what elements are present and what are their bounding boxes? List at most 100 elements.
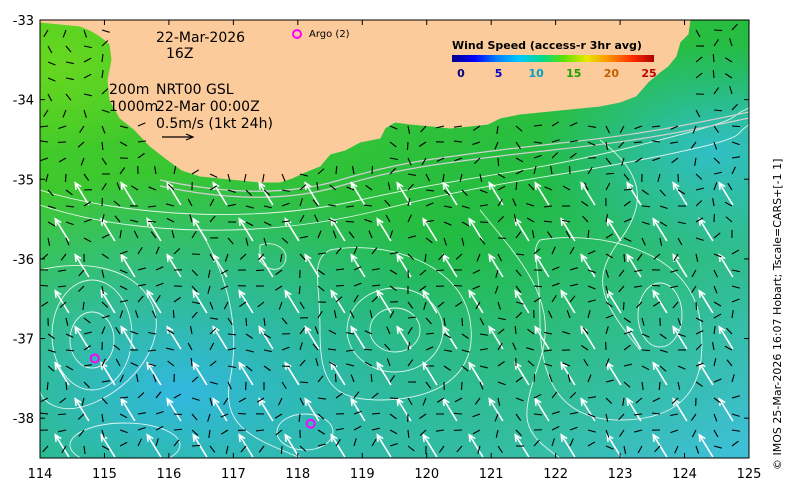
wind-arrow (304, 326, 320, 350)
current-arrow (455, 301, 463, 307)
current-arrow (101, 141, 104, 151)
current-arrow (152, 374, 157, 383)
current-arrow (544, 186, 553, 191)
wind-arrow-head (192, 433, 200, 442)
current-arrow (671, 157, 679, 164)
current-arrow (335, 165, 338, 175)
current-arrow (349, 310, 355, 319)
current-arrow (513, 214, 517, 223)
current-arrow (533, 154, 542, 159)
wind-arrow-head (698, 217, 706, 226)
current-arrow (695, 173, 703, 180)
current-arrow (65, 93, 72, 101)
current-arrow (299, 381, 309, 384)
current-arrow (43, 29, 49, 38)
wind-arrow-head (258, 181, 266, 190)
current-arrow (562, 331, 571, 335)
current-arrow (314, 326, 319, 335)
current-arrow (65, 205, 75, 208)
current-arrow (443, 349, 452, 352)
current-arrow (605, 445, 614, 450)
current-arrow (62, 29, 67, 38)
wind-arrow (74, 254, 90, 278)
wind-arrow (376, 434, 392, 458)
wind-arrow (146, 218, 162, 242)
current-arrow (353, 410, 362, 415)
current-arrow (130, 185, 139, 191)
current-arrow (472, 141, 481, 146)
current-arrow (299, 445, 307, 452)
current-arrow (420, 125, 427, 133)
current-arrow (298, 285, 301, 295)
current-arrow (47, 349, 56, 353)
current-arrow (41, 253, 49, 260)
current-arrow (42, 445, 49, 453)
wind-arrow-head (468, 433, 476, 442)
wind-arrow (192, 362, 208, 386)
current-arrow (497, 397, 501, 406)
current-arrow (40, 157, 49, 162)
wind-arrow (100, 362, 116, 386)
current-arrow (461, 221, 470, 227)
current-arrow (406, 141, 409, 151)
current-arrow (386, 358, 391, 367)
current-arrow (695, 301, 698, 311)
wind-arrow-head (672, 325, 680, 334)
current-arrow (713, 445, 722, 449)
wind-arrow-head (534, 253, 542, 262)
current-arrow (712, 198, 715, 207)
current-arrow (227, 365, 236, 369)
current-arrow (346, 205, 355, 208)
current-arrow (101, 315, 110, 319)
wind-arrow (74, 182, 90, 206)
current-arrow (83, 317, 91, 324)
wind-arrow (284, 290, 300, 314)
current-arrow (533, 439, 540, 447)
x-tick-label: 124 (672, 467, 697, 482)
current-arrow (497, 185, 506, 191)
current-arrow (731, 429, 740, 432)
current-arrow (245, 365, 253, 372)
current-arrow (713, 253, 722, 258)
current-arrow (652, 397, 661, 403)
current-arrow (713, 141, 718, 150)
current-arrow (659, 237, 663, 246)
current-arrow (346, 349, 355, 352)
current-arrow (243, 173, 247, 182)
wind-arrow-head (100, 433, 108, 442)
current-arrow (119, 285, 128, 290)
legend-tick-label: 15 (566, 67, 581, 80)
current-arrow (389, 269, 398, 275)
current-arrow (475, 301, 481, 310)
current-arrow (670, 125, 679, 130)
current-arrow (497, 317, 506, 321)
current-arrow (515, 269, 522, 277)
wind-arrow-head (146, 433, 154, 442)
current-arrow (407, 342, 411, 351)
current-arrow (364, 361, 373, 367)
wind-arrow (534, 254, 550, 278)
current-arrow (587, 125, 596, 128)
current-arrow (81, 397, 85, 406)
wind-arrow-head (54, 289, 62, 298)
wind-arrow-head (376, 361, 384, 370)
product-time-label: 22-Mar 00:00Z (156, 99, 260, 115)
current-arrow (191, 169, 200, 175)
current-arrow (605, 214, 609, 223)
current-arrow (65, 77, 74, 81)
current-arrow (641, 333, 650, 338)
current-arrow (713, 429, 719, 438)
x-tick-label: 119 (350, 467, 375, 482)
wind-arrow-head (238, 217, 246, 226)
current-arrow (550, 166, 553, 175)
wind-arrow (652, 290, 668, 314)
y-tick-label: -34 (13, 94, 34, 109)
wind-arrow (192, 434, 208, 458)
current-arrow (137, 295, 144, 303)
current-arrow (652, 301, 661, 307)
current-arrow (515, 312, 523, 319)
current-arrow (461, 205, 470, 209)
wind-arrow-head (534, 397, 542, 406)
current-arrow (605, 157, 612, 165)
wind-arrow-head (284, 361, 292, 370)
